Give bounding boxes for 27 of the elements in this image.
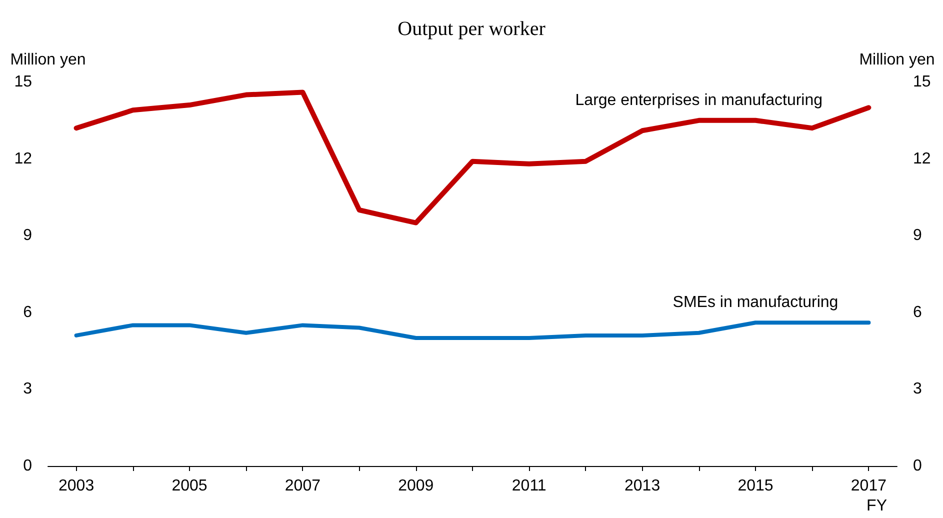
x-tick-label: 2009 [398, 478, 434, 494]
x-axis-title: FY [866, 498, 888, 514]
y2-tick-label: 6 [913, 304, 922, 321]
y2-tick-label: 3 [913, 380, 922, 398]
y-tick-label: 6 [23, 304, 32, 321]
x-tick-label: 2005 [172, 478, 208, 494]
chart-title: Output per worker [398, 18, 546, 40]
y-tick-label: 0 [23, 458, 32, 474]
y-tick-label: 12 [14, 150, 32, 168]
x-tick-label: 2015 [738, 478, 774, 494]
y-tick-label: 15 [14, 74, 32, 90]
x-tick-label: 2017 [850, 478, 887, 494]
series-label: SMEs in manufacturing [672, 294, 838, 312]
y2-tick-label: 15 [913, 74, 931, 90]
y2-tick-label: 9 [913, 227, 922, 244]
y2-tick-label: 12 [913, 150, 931, 168]
y-tick-label: 3 [23, 380, 32, 398]
y2-tick-label: 0 [913, 458, 922, 474]
x-tick-label: 2003 [58, 478, 94, 494]
series-label: Large enterprises in manufacturing [575, 92, 823, 109]
y2-axis-title: Million yen [859, 52, 935, 68]
line-series [74, 320, 871, 340]
x-tick-label: 2007 [284, 478, 321, 494]
x-tick-label: 2013 [624, 478, 660, 494]
y-tick-label: 9 [23, 227, 32, 244]
y-axis-title: Million yen [10, 52, 86, 68]
x-tick-label: 2011 [512, 478, 546, 494]
